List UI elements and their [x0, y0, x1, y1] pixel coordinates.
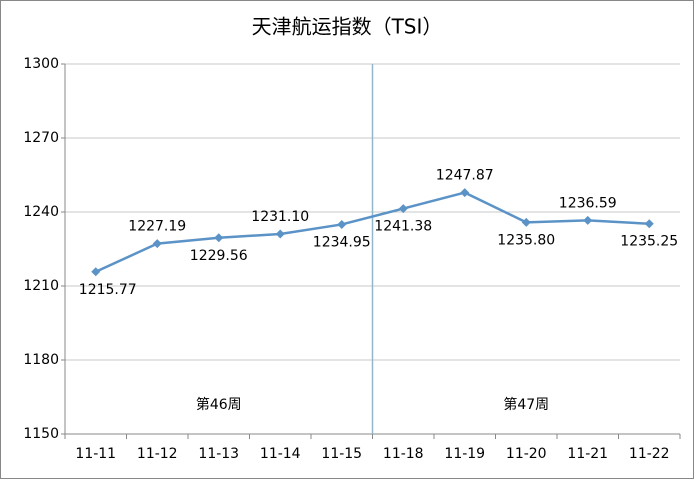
x-tick-label: 11-20 — [506, 446, 547, 462]
marker — [152, 239, 162, 249]
marker — [460, 188, 470, 198]
chart-title: 天津航运指数（TSI） — [252, 15, 443, 39]
data-label: 1231.10 — [251, 209, 309, 225]
x-tick-label: 11-14 — [260, 446, 301, 462]
x-tick-label: 11-13 — [198, 446, 239, 462]
annotation: 第46周 — [196, 396, 242, 413]
marker — [521, 217, 531, 227]
marker — [214, 233, 224, 243]
x-tick-label: 11-15 — [321, 446, 362, 462]
annotation: 第47周 — [503, 396, 549, 413]
y-tick-label: 1240 — [23, 204, 59, 220]
marker — [398, 204, 408, 214]
y-tick-label: 1180 — [23, 352, 59, 368]
marker — [91, 267, 101, 277]
x-tick-label: 11-19 — [444, 446, 485, 462]
data-label: 1247.87 — [436, 168, 494, 184]
x-tick-label: 11-12 — [137, 446, 178, 462]
x-tick-label: 11-11 — [75, 446, 116, 462]
data-label: 1234.95 — [313, 234, 371, 250]
series-line — [95, 191, 650, 273]
data-label: 1241.38 — [374, 219, 432, 235]
y-tick-label: 1150 — [23, 426, 59, 442]
data-label: 1227.19 — [128, 219, 186, 235]
data-label: 1215.77 — [79, 282, 137, 298]
data-label: 1236.59 — [559, 195, 617, 211]
y-tick-label: 1210 — [23, 278, 59, 294]
data-label: 1235.25 — [620, 234, 678, 250]
y-tick-label: 1270 — [23, 130, 59, 146]
x-tick-label: 11-21 — [567, 446, 608, 462]
data-label: 1235.80 — [497, 232, 555, 248]
marker — [583, 215, 593, 225]
marker — [275, 229, 285, 239]
marker — [644, 219, 654, 229]
x-tick-label: 11-18 — [383, 446, 424, 462]
y-tick-label: 1300 — [23, 56, 59, 72]
data-label: 1229.56 — [190, 248, 248, 264]
x-tick-label: 11-22 — [629, 446, 670, 462]
marker — [337, 219, 347, 229]
